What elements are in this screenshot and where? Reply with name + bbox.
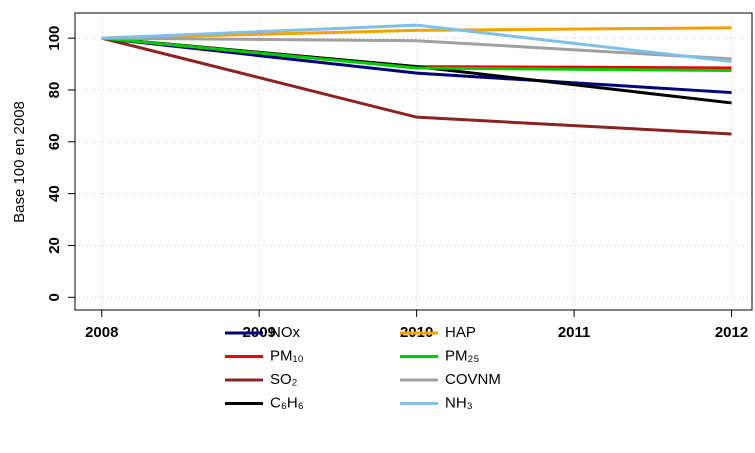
y-tick-label: 80	[46, 82, 63, 99]
legend-label: NH₃	[445, 394, 473, 411]
y-tick-label: 40	[46, 185, 63, 202]
plot-frame	[74, 12, 753, 311]
legend-label: SO₂	[270, 371, 298, 388]
series-line	[101, 36, 732, 95]
legend-label: PM₁₀	[270, 347, 304, 364]
x-tick-label: 2012	[715, 324, 748, 341]
series-line	[101, 26, 732, 40]
legend-label: C₆H₆	[270, 394, 304, 411]
legend-label: COVNM	[445, 371, 501, 388]
legend-label: HAP	[445, 324, 476, 341]
x-tick-label: 2011	[558, 324, 591, 341]
y-tick-label: 100	[46, 26, 63, 51]
series-line	[101, 36, 732, 61]
y-tick-label: 20	[46, 237, 63, 254]
legend-label: NOx	[270, 324, 301, 341]
series-line	[101, 23, 732, 63]
x-tick-label: 2008	[85, 324, 118, 341]
legend-label: PM₂₅	[445, 347, 479, 364]
y-axis-label: Base 100 en 2008	[11, 101, 28, 223]
y-tick-label: 60	[46, 133, 63, 150]
y-tick-label: 0	[46, 293, 63, 301]
series-line	[101, 36, 732, 73]
series-line	[101, 36, 732, 136]
